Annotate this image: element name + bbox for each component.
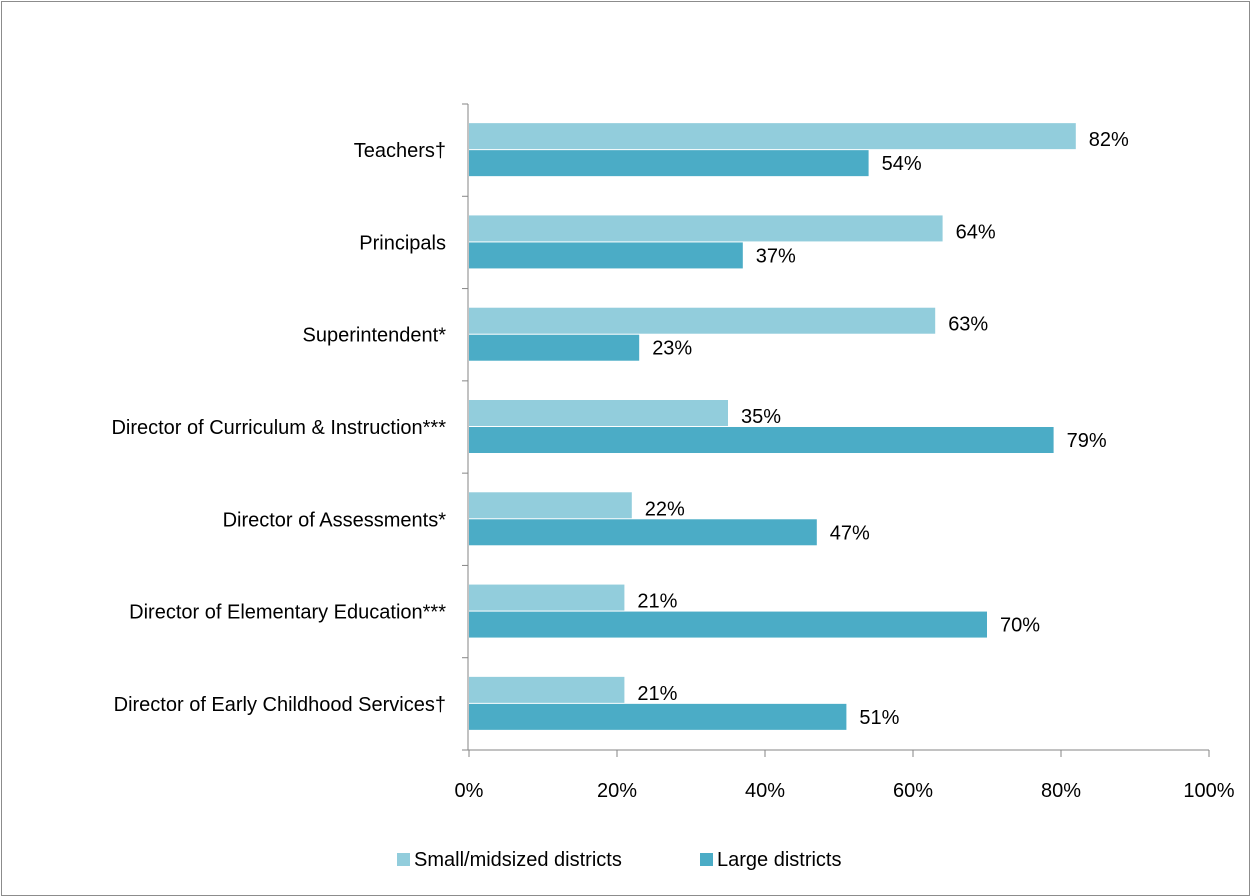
bar-large <box>469 334 640 361</box>
bar-small-midsized <box>469 584 625 611</box>
x-tick-label: 40% <box>745 780 785 802</box>
data-label: 54% <box>882 153 922 175</box>
legend-swatch <box>397 853 410 866</box>
data-label: 63% <box>948 314 988 336</box>
bar-small-midsized <box>469 215 943 242</box>
bar-large <box>469 427 1054 453</box>
category-label: Director of Curriculum & Instruction*** <box>111 417 446 439</box>
bar-large <box>469 519 817 546</box>
bar-small-midsized <box>469 492 632 519</box>
category-label: Superintendent* <box>303 325 447 347</box>
data-label: 35% <box>741 406 781 428</box>
data-label: 47% <box>830 522 870 544</box>
data-label: 51% <box>859 707 899 729</box>
x-tick-label: 80% <box>1041 780 1081 802</box>
category-label: Director of Early Childhood Services† <box>114 694 446 716</box>
data-label: 64% <box>956 221 996 243</box>
bar-large <box>469 242 743 269</box>
bar-large <box>469 150 869 177</box>
bar-small-midsized <box>469 307 936 334</box>
data-label: 79% <box>1067 430 1107 452</box>
category-label: Director of Elementary Education*** <box>129 602 446 624</box>
category-label: Teachers† <box>354 140 446 162</box>
data-label: 23% <box>652 338 692 360</box>
bar-small-midsized <box>469 400 728 426</box>
x-tick-label: 20% <box>597 780 637 802</box>
data-label: 82% <box>1089 129 1129 151</box>
legend-swatch <box>700 853 713 866</box>
bar-small-midsized <box>469 123 1076 150</box>
legend-label: Large districts <box>717 849 842 871</box>
bar-large <box>469 703 847 730</box>
bar-small-midsized <box>469 676 625 703</box>
data-label: 22% <box>645 498 685 520</box>
category-label: Director of Assessments* <box>223 509 447 531</box>
x-tick-label: 100% <box>1183 780 1234 802</box>
legend: Small/midsized districts Large districts <box>397 849 842 871</box>
data-label: 70% <box>1000 615 1040 637</box>
x-tick-label: 60% <box>893 780 933 802</box>
bar-large <box>469 611 987 638</box>
data-label: 21% <box>637 591 677 613</box>
category-label: Principals <box>359 232 446 254</box>
data-label: 21% <box>637 683 677 705</box>
x-tick-label: 0% <box>455 780 484 802</box>
legend-label: Small/midsized districts <box>414 849 622 871</box>
data-label: 37% <box>756 245 796 267</box>
